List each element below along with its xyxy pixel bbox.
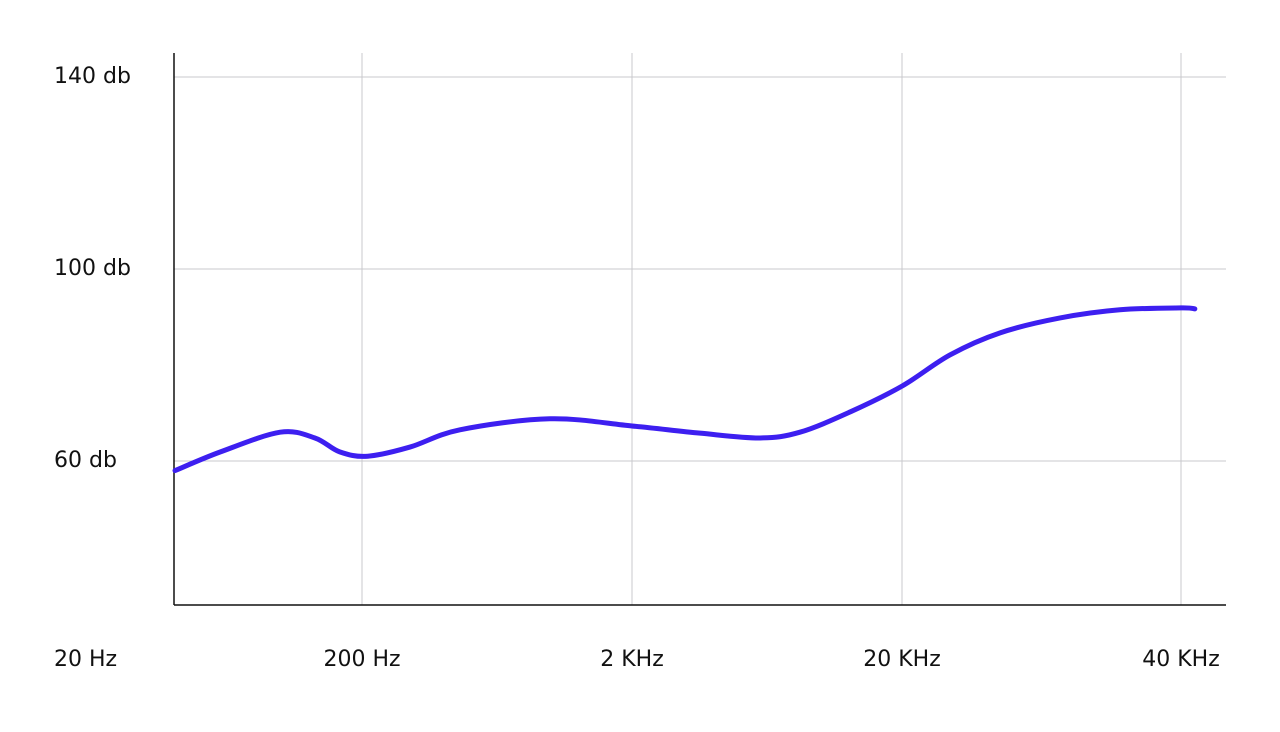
y-tick-label: 140 db [54, 64, 131, 89]
x-tick-label: 20 Hz [54, 647, 117, 672]
x-tick-label: 2 KHz [600, 647, 664, 672]
y-tick-label: 60 db [54, 448, 117, 473]
x-tick-label: 200 Hz [323, 647, 400, 672]
x-tick-label: 20 KHz [863, 647, 941, 672]
y-tick-label: 100 db [54, 256, 131, 281]
response-curve [172, 305, 1198, 474]
x-tick-label: 40 KHz [1142, 647, 1220, 672]
